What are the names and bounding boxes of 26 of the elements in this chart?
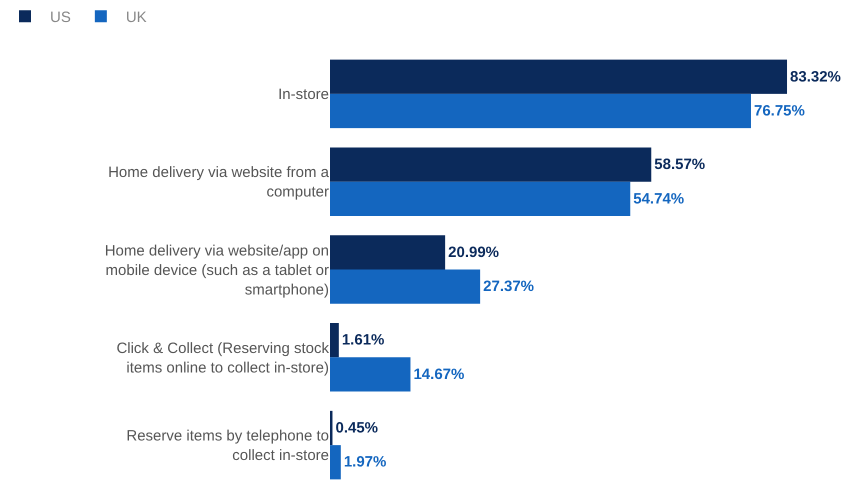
data-label: 20.99% xyxy=(448,244,500,261)
bar xyxy=(330,94,751,128)
legend-label: UK xyxy=(126,9,147,26)
y-tick-label: Click & Collect (Reserving stock items online to collect in-store) xyxy=(116,340,330,376)
data-label: 54.74% xyxy=(633,190,684,208)
data-label: 1.61% xyxy=(342,332,384,349)
y-tick-label: In-store xyxy=(278,86,329,104)
data-label: 0.45% xyxy=(335,419,378,436)
y-tick-label: Reserve items by telephone to collect in-store xyxy=(126,428,329,464)
data-label: 1.97% xyxy=(344,454,386,471)
bar xyxy=(330,60,788,94)
bar xyxy=(330,147,652,182)
y-tick-label: Home delivery via website from a computer xyxy=(108,164,330,201)
bar xyxy=(330,270,480,304)
data-label: 14.67% xyxy=(413,366,464,383)
bar xyxy=(330,357,410,392)
legend-label: US xyxy=(50,9,71,26)
bar xyxy=(330,182,630,216)
data-label: 83.32% xyxy=(790,68,841,86)
y-tick-label: Home delivery via website/app on mobile device (such as a tablet or smartphone) xyxy=(104,242,329,298)
bar xyxy=(330,323,339,358)
data-label: 58.57% xyxy=(654,156,706,174)
data-label: 76.75% xyxy=(754,102,805,120)
data-label: 27.37% xyxy=(483,278,534,296)
bar xyxy=(330,445,341,480)
bar xyxy=(330,235,446,270)
